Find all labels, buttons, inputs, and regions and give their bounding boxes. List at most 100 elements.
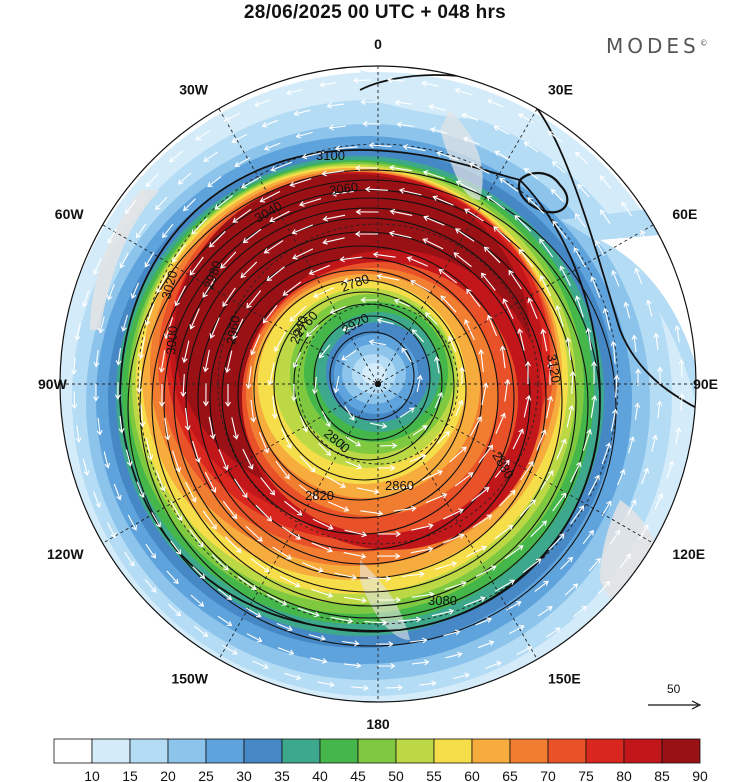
- contour-label: 3100: [316, 148, 345, 163]
- wind-arrow-head: [421, 80, 427, 87]
- wind-arrow-head: [355, 662, 362, 669]
- wind-arrow-head: [410, 280, 416, 286]
- wind-arrow-head: [343, 506, 350, 512]
- wind-arrow-head: [490, 565, 497, 571]
- wind-arrow-head: [263, 663, 269, 670]
- wind-arrow: [292, 224, 314, 234]
- wind-arrow-head: [454, 87, 461, 94]
- wind-arrow-head: [653, 332, 660, 339]
- wind-arrow: [185, 481, 196, 502]
- wind-arrow-head: [198, 541, 204, 548]
- wind-arrow: [312, 518, 333, 530]
- wind-arrow: [95, 349, 99, 367]
- wind-arrow-head: [376, 317, 383, 324]
- wind-arrow-head: [355, 441, 362, 447]
- wind-arrow-head: [321, 658, 328, 664]
- wind-arrow: [528, 298, 538, 320]
- wind-arrow: [591, 277, 601, 298]
- colorbar-tick-label: 60: [464, 768, 480, 782]
- longitude-label: 90W: [38, 376, 68, 392]
- wind-arrow: [545, 627, 561, 638]
- wind-arrow: [443, 630, 460, 637]
- wind-arrow: [566, 405, 573, 428]
- wind-arrow-head: [483, 486, 490, 493]
- wind-arrow-head: [423, 215, 429, 222]
- wind-arrow: [281, 526, 301, 540]
- wind-arrow: [231, 133, 248, 143]
- wind-arrow: [449, 446, 467, 463]
- wind-arrow-head: [231, 137, 238, 143]
- map-boundary: [59, 65, 697, 703]
- wind-arrow: [144, 252, 155, 267]
- wind-arrow: [552, 220, 567, 240]
- wind-arrow-head: [301, 153, 308, 160]
- wind-arrow: [369, 144, 392, 147]
- wind-arrow: [475, 618, 492, 626]
- wind-arrow: [222, 287, 236, 307]
- wind-arrow-head: [313, 611, 320, 618]
- wind-arrow: [582, 530, 594, 545]
- wind-arrow-head: [376, 273, 383, 280]
- wind-arrow-head: [246, 302, 252, 309]
- wind-arrow-head: [590, 276, 596, 282]
- wind-arrow: [574, 213, 586, 228]
- wind-arrow-head: [432, 195, 438, 201]
- wind-arrow: [282, 281, 302, 296]
- wind-arrow: [495, 413, 506, 435]
- wind-arrow: [540, 470, 554, 490]
- wind-arrow-head: [502, 298, 508, 304]
- wind-arrow-head: [360, 99, 366, 105]
- wind-arrow: [570, 462, 581, 483]
- wind-arrow-head: [329, 681, 335, 688]
- wind-arrow: [676, 326, 680, 343]
- wind-arrow-head: [517, 328, 524, 334]
- wind-arrow-head: [347, 617, 354, 624]
- wind-arrow: [508, 270, 522, 290]
- wind-arrow-head: [222, 301, 228, 308]
- colorbar-tick-label: 40: [312, 768, 328, 782]
- wind-arrow-head: [613, 374, 620, 381]
- wind-arrow-head: [270, 166, 276, 172]
- wind-arrow-head: [202, 631, 209, 637]
- wind-arrow-head: [291, 396, 297, 402]
- wind-arrow: [272, 546, 292, 560]
- wind-arrow: [240, 261, 258, 278]
- colorbar-tick-label: 75: [578, 768, 594, 782]
- wind-arrow: [440, 295, 457, 313]
- wind-arrow-head: [525, 394, 532, 401]
- wind-arrow: [522, 558, 542, 573]
- wind-arrow-head: [257, 536, 263, 542]
- wind-arrow: [208, 416, 214, 439]
- wind-arrow-head: [541, 520, 548, 526]
- wind-arrow-head: [573, 246, 579, 253]
- wind-arrow-head: [310, 467, 316, 473]
- wind-arrow: [523, 395, 530, 418]
- wind-arrow-head: [389, 164, 395, 171]
- wind-arrow-head: [402, 144, 409, 151]
- wind-arrow-head: [177, 179, 184, 185]
- wind-arrow-head: [561, 492, 567, 498]
- wind-arrow: [410, 280, 431, 293]
- wind-arrow: [464, 597, 485, 607]
- wind-arrow: [318, 443, 331, 456]
- wind-arrow-head: [381, 619, 388, 626]
- wind-arrow-head: [548, 470, 554, 476]
- wind-arrow: [548, 131, 563, 143]
- wind-arrow-head: [387, 77, 393, 84]
- wind-arrow-head: [287, 625, 293, 632]
- wind-arrow-head: [510, 489, 516, 496]
- wind-arrow-head: [139, 492, 145, 499]
- wind-arrow-head: [327, 546, 333, 553]
- wind-arrow-head: [572, 583, 579, 589]
- wind-arrow: [232, 208, 252, 223]
- wind-arrow-head: [271, 413, 278, 419]
- wind-arrow-head: [242, 492, 248, 499]
- wind-arrow-head: [551, 161, 558, 167]
- wind-arrow-head: [594, 474, 600, 481]
- wind-arrow-head: [629, 436, 635, 442]
- wind-arrow-head: [294, 582, 301, 588]
- wind-arrow: [430, 128, 448, 134]
- wind-arrow-head: [631, 334, 638, 341]
- wind-arrow-head: [333, 387, 340, 394]
